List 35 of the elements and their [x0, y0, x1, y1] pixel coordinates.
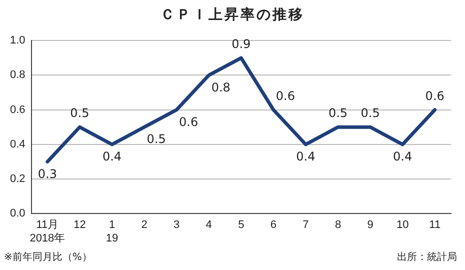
x-tick-label: 5 [238, 219, 244, 232]
x-tick-label: 7 [302, 219, 309, 232]
x-tick-label: 8 [334, 219, 342, 232]
data-label: 0.6 [276, 88, 295, 103]
data-label: 0.5 [146, 132, 166, 146]
data-label: 0.4 [393, 150, 412, 164]
x-tick-label: 9 [367, 219, 374, 232]
data-label: 0.6 [179, 114, 198, 129]
x-tick-label: 11 [429, 219, 441, 232]
data-label: 0.4 [296, 150, 316, 164]
x-tick-label: 1 19 [106, 219, 118, 244]
data-label: 0.5 [70, 106, 90, 120]
data-label: 0.8 [211, 80, 230, 94]
x-tick-label: 10 [396, 219, 409, 232]
y-tick-label: 0.0 [10, 208, 26, 220]
x-tick-label: 3 [174, 219, 180, 232]
y-tick-label: 0.6 [10, 104, 26, 116]
y-tick-label: 0.2 [10, 173, 26, 186]
chart-title: ＣＰＩ上昇率の推移 [160, 6, 306, 24]
data-label: 0.3 [38, 166, 57, 181]
y-tick-label: 0.8 [10, 69, 26, 82]
y-tick-label: 1.0 [10, 34, 26, 47]
x-tick-label: 4 [206, 219, 212, 232]
y-tick-label: 0.4 [10, 138, 26, 150]
x-tick-label: 12 [74, 219, 86, 232]
x-tick-label: 11月 2018年 [30, 219, 66, 244]
data-label: 0.4 [102, 150, 122, 164]
data-label: 0.5 [328, 106, 348, 120]
data-label: 0.5 [360, 106, 380, 120]
text: ※前年同月比（%） [4, 250, 92, 264]
data-label: 0.6 [425, 88, 444, 103]
x-tick-label: 2 [141, 219, 148, 232]
data-label: 0.9 [232, 37, 251, 52]
text: 出所：統計局 [397, 250, 457, 264]
x-tick-label: 6 [270, 219, 276, 232]
